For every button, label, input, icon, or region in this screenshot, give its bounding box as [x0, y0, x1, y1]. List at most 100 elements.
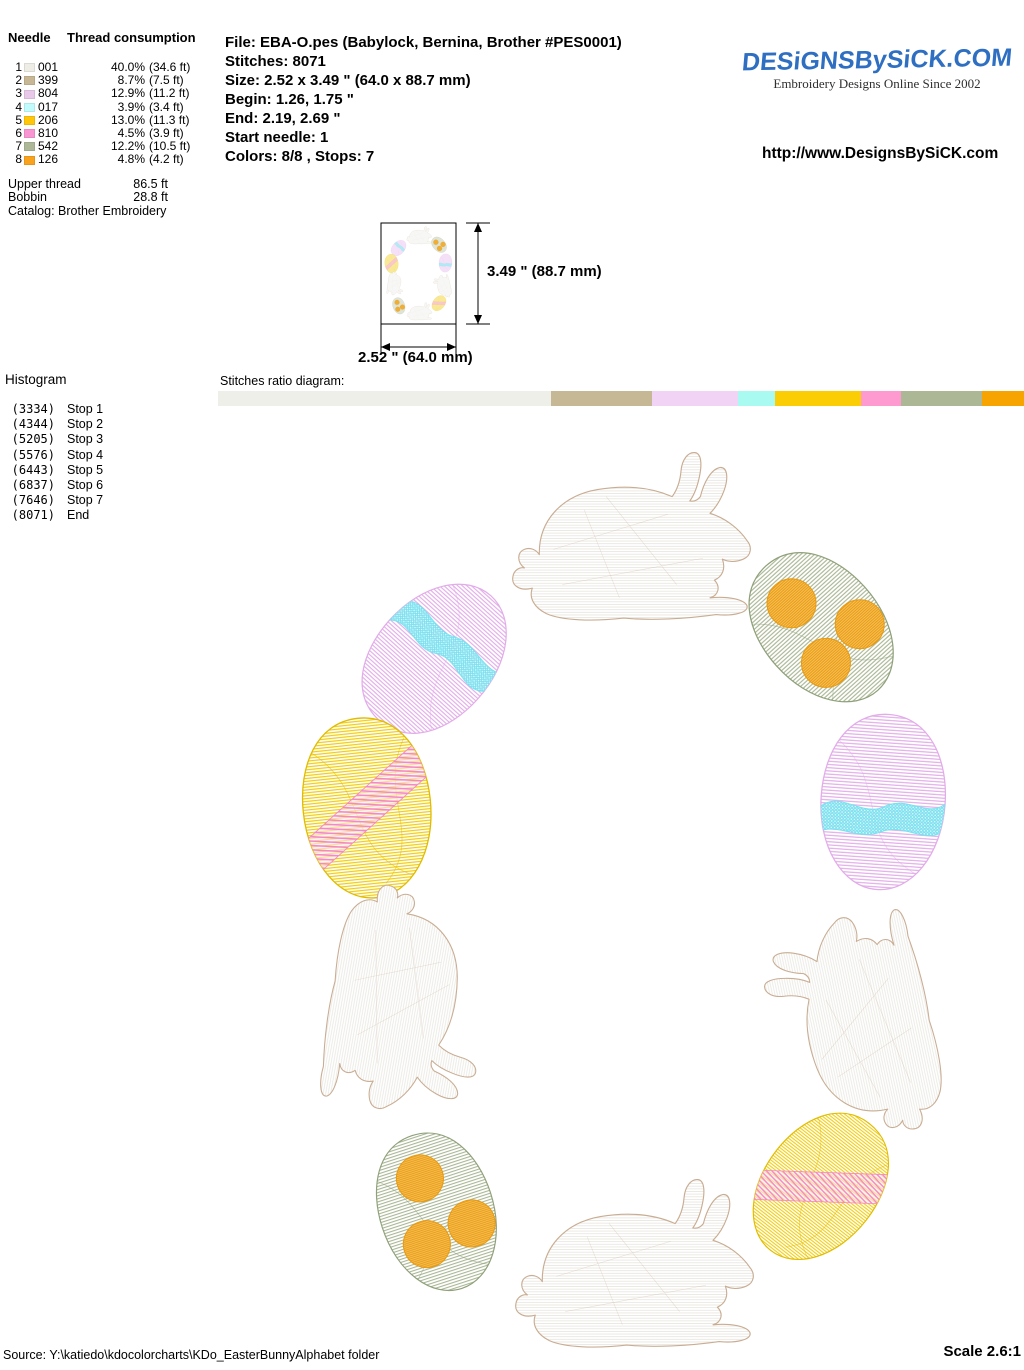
thread-percent: 4.5%	[117, 126, 145, 141]
thread-percent: 4.8%	[117, 152, 145, 167]
height-dimension-line	[466, 222, 490, 325]
upper-thread-label: Upper thread	[8, 176, 81, 191]
stitch-count: (6443)	[11, 462, 55, 477]
file-info-line: End: 2.19, 2.69 "	[225, 110, 341, 127]
thread-color-swatch	[24, 115, 35, 125]
bunny-egg-wreath	[295, 453, 952, 1348]
stitch-count: (4344)	[11, 417, 55, 432]
preview-thumbnail	[382, 226, 452, 320]
needle-number: 2	[15, 73, 22, 88]
width-dimension-line	[380, 324, 457, 355]
file-info-line: Begin: 1.26, 1.75 "	[225, 91, 354, 108]
file-info-line: Colors: 8/8 , Stops: 7	[225, 148, 375, 165]
stop-label: Stop 7	[67, 493, 104, 508]
thread-length: (7.5 ft)	[149, 73, 184, 88]
stop-label: Stop 6	[67, 478, 104, 493]
website-url[interactable]: http://www.DesignsBySiCK.com	[762, 145, 999, 162]
histogram-entries: (3334) Stop 1 (4344) Stop 2 (5205) Stop 3 (557…	[5, 402, 104, 524]
stop-label: Stop 1	[67, 402, 104, 416]
stitch-count: (5576)	[11, 447, 55, 462]
bobbin-row: Bobbin 28.8 ft	[8, 191, 168, 205]
stop-label: Stop 3	[67, 432, 104, 447]
thread-code: 206	[38, 112, 59, 127]
thread-color-swatch	[24, 89, 35, 99]
histogram-entry: (3334) Stop 1	[5, 402, 104, 417]
stop-label: Stop 2	[67, 417, 104, 432]
needle-row: 3 804 12.9% (11.2 ft)	[8, 87, 220, 100]
histogram-title: Histogram	[5, 372, 67, 387]
ratio-segment	[550, 391, 652, 406]
thread-color-swatch	[24, 76, 35, 86]
needle-number: 5	[15, 112, 22, 127]
ratio-segment	[651, 391, 738, 406]
histogram-entry: (7646) Stop 7	[5, 493, 104, 508]
bobbin-label: Bobbin	[8, 190, 47, 205]
file-info-line: File: EBA-O.pes (Babylock, Bernina, Brot…	[225, 34, 622, 51]
ratio-segment	[900, 391, 982, 406]
thread-percent: 8.7%	[117, 73, 145, 88]
source-path: Source: Y:\katiedo\kdocolorcharts\KDo_Ea…	[3, 1348, 380, 1362]
stitch-count: (6837)	[11, 478, 55, 493]
histogram-entry: (6443) Stop 5	[5, 462, 104, 478]
thread-color-swatch	[24, 129, 35, 139]
design-preview	[380, 222, 490, 355]
thread-totals: Upper thread 86.5 ft Bobbin 28.8 ft Cata…	[8, 176, 168, 219]
ratio-segment	[981, 391, 1024, 406]
upper-thread-value: 86.5 ft	[133, 176, 168, 191]
needle-number: 4	[15, 99, 22, 114]
thread-length: (34.6 ft)	[149, 60, 191, 74]
thread-code: 542	[38, 139, 59, 154]
histogram-entry: (8071) End	[5, 508, 103, 523]
bobbin-value: 28.8 ft	[133, 190, 168, 205]
needle-number: 8	[15, 152, 22, 167]
histogram-entry: (5205) Stop 3	[5, 432, 104, 447]
thread-table-header: Needle Thread consumption	[8, 30, 220, 45]
catalog-line: Catalog: Brother Embroidery	[8, 203, 167, 218]
thread-code: 804	[38, 86, 59, 101]
file-info-line: Stitches: 8071	[225, 53, 326, 70]
histogram-entry: (4344) Stop 2	[5, 417, 104, 432]
upper-thread-row: Upper thread 86.5 ft	[8, 176, 168, 192]
histogram-entry: (6837) Stop 6	[5, 478, 104, 493]
ratio-segment	[861, 391, 901, 406]
histogram-panel: Histogram (3334) Stop 1 (4344) Stop 2 (5205)…	[5, 372, 103, 524]
thread-percent: 12.2%	[110, 139, 145, 154]
needle-row: 7 542 12.2% (10.5 ft)	[8, 140, 220, 153]
thread-code: 810	[38, 126, 59, 141]
needle-row: 1 001 40.0% (34.6 ft)	[8, 60, 220, 74]
file-info-panel: File: EBA-O.pes (Babylock, Bernina, Brot…	[225, 33, 730, 166]
scale-label: Scale 2.6:1	[943, 1343, 1021, 1360]
thread-code: 017	[38, 99, 59, 114]
needle-rows: 1 001 40.0% (34.6 ft) 2 399 8.7% (7.5 ft) 3 804 12…	[8, 60, 220, 167]
needle-number: 1	[15, 60, 22, 74]
thread-length: (3.9 ft)	[149, 126, 184, 141]
needle-row: 5 206 13.0% (11.3 ft)	[8, 112, 220, 127]
brand-logo: DESiGNSBySiCK.COM	[740, 43, 1014, 77]
needle-row: 2 399 8.7% (7.5 ft)	[8, 74, 220, 87]
thread-code: 126	[38, 152, 59, 167]
file-info-line: Start needle: 1	[225, 129, 329, 146]
stitch-count: (7646)	[11, 493, 55, 508]
thread-color-swatch	[24, 102, 35, 112]
thread-code: 001	[38, 60, 59, 74]
thread-length: (3.4 ft)	[149, 99, 184, 114]
embroidery-design-canvas	[295, 450, 955, 1355]
consumption-column-header: Thread consumption	[67, 30, 196, 45]
thread-consumption-panel: Needle Thread consumption 1 001 40.0% (34.6 …	[8, 30, 220, 218]
stop-label: Stop 4	[67, 447, 104, 462]
stop-label: Stop 5	[67, 462, 104, 477]
stitches-ratio-bar	[218, 391, 1024, 406]
stitch-count: (5205)	[11, 432, 55, 447]
ratio-segment	[737, 391, 775, 406]
thread-percent: 40.0%	[110, 60, 145, 74]
thread-length: (4.2 ft)	[149, 152, 184, 167]
needle-row: 4 017 3.9% (3.4 ft)	[8, 99, 220, 114]
needle-number: 3	[15, 86, 22, 101]
brand-block: DESiGNSBySiCK.COM Embroidery Designs Onl…	[730, 43, 1024, 162]
ratio-diagram-label: Stitches ratio diagram:	[220, 374, 345, 388]
needle-row: 8 126 4.8% (4.2 ft)	[8, 153, 220, 166]
ratio-segment	[218, 391, 551, 406]
needle-column-header: Needle	[8, 30, 51, 45]
thread-length: (10.5 ft)	[149, 139, 191, 154]
